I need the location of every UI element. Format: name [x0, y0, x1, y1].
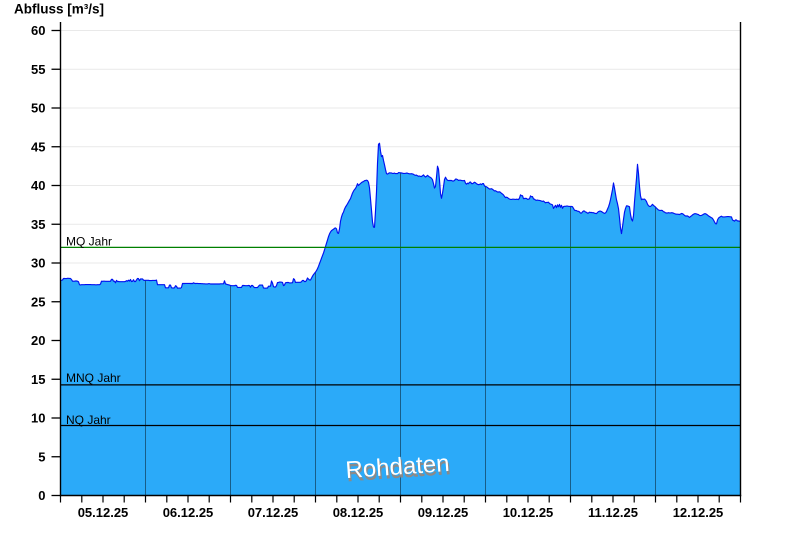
svg-text:06.12.25: 06.12.25 [163, 505, 214, 520]
svg-text:12.12.25: 12.12.25 [673, 505, 724, 520]
svg-text:07.12.25: 07.12.25 [248, 505, 299, 520]
svg-text:35: 35 [31, 217, 45, 232]
svg-text:08.12.25: 08.12.25 [333, 505, 384, 520]
svg-text:15: 15 [31, 372, 45, 387]
svg-text:60: 60 [31, 23, 45, 38]
svg-text:55: 55 [31, 62, 45, 77]
svg-text:0: 0 [38, 488, 45, 503]
svg-text:10: 10 [31, 411, 45, 426]
svg-text:11.12.25: 11.12.25 [588, 505, 638, 520]
svg-text:25: 25 [31, 294, 45, 309]
svg-text:5: 5 [38, 449, 45, 464]
svg-text:40: 40 [31, 178, 45, 193]
svg-text:NQ Jahr: NQ Jahr [66, 413, 111, 427]
svg-text:Abfluss [m³/s]: Abfluss [m³/s] [14, 2, 104, 17]
svg-text:50: 50 [31, 101, 45, 116]
svg-text:30: 30 [31, 256, 45, 271]
svg-text:MQ Jahr: MQ Jahr [66, 234, 112, 248]
svg-text:10.12.25: 10.12.25 [503, 505, 554, 520]
svg-text:09.12.25: 09.12.25 [418, 505, 469, 520]
svg-text:45: 45 [31, 139, 45, 154]
svg-text:05.12.25: 05.12.25 [78, 505, 129, 520]
svg-text:MNQ Jahr: MNQ Jahr [66, 371, 121, 385]
svg-text:20: 20 [31, 333, 45, 348]
